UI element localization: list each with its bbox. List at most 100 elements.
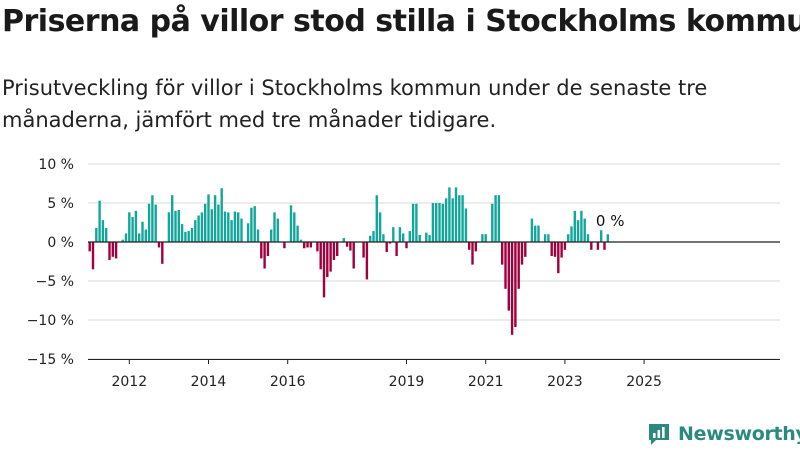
bar xyxy=(190,227,194,242)
bar xyxy=(378,212,382,242)
bar xyxy=(114,242,118,259)
bar xyxy=(134,210,138,242)
bar xyxy=(444,198,448,242)
bar xyxy=(600,230,603,242)
bar xyxy=(461,195,464,242)
bar xyxy=(388,242,392,244)
bar xyxy=(372,231,375,242)
bar xyxy=(342,238,345,242)
bar xyxy=(550,242,553,257)
y-tick-label: 0 % xyxy=(47,235,74,251)
bar xyxy=(98,200,101,242)
bar xyxy=(428,234,431,242)
bar xyxy=(223,211,227,242)
bar xyxy=(217,204,220,242)
y-tick-label: −15 % xyxy=(27,352,74,368)
bar xyxy=(448,187,451,242)
bar xyxy=(567,234,570,242)
axes xyxy=(88,241,780,364)
bar xyxy=(322,242,326,298)
bar xyxy=(520,242,524,265)
x-tick-label: 2025 xyxy=(626,374,662,390)
bar xyxy=(491,203,494,242)
x-tick-label: 2019 xyxy=(389,374,425,390)
bar xyxy=(309,242,312,248)
x-tick-label: 2012 xyxy=(111,374,147,390)
bar xyxy=(131,217,134,242)
bar xyxy=(177,210,180,242)
bar xyxy=(283,242,286,249)
bar xyxy=(246,223,250,242)
bar xyxy=(95,227,98,242)
bar xyxy=(276,218,279,242)
bar xyxy=(362,242,365,258)
bar xyxy=(250,207,253,242)
bar xyxy=(299,239,303,242)
bar xyxy=(411,203,415,242)
brand-name: Newsworthy xyxy=(678,423,800,445)
bar xyxy=(161,242,164,264)
bar xyxy=(392,227,395,242)
x-tick-label: 2023 xyxy=(547,374,583,390)
bar xyxy=(510,242,514,335)
bar xyxy=(494,195,497,242)
bar xyxy=(580,210,583,242)
bar xyxy=(415,203,418,242)
x-tick-label: 2021 xyxy=(468,374,504,390)
bar xyxy=(200,212,204,242)
bar xyxy=(91,242,95,270)
bar xyxy=(296,225,299,242)
bar xyxy=(454,187,458,242)
bar xyxy=(220,188,223,242)
bar xyxy=(425,232,428,242)
x-tick-label: 2016 xyxy=(270,374,306,390)
bar xyxy=(534,225,537,242)
bar xyxy=(570,226,573,242)
bar xyxy=(481,234,484,242)
bar xyxy=(471,242,474,265)
bar xyxy=(573,210,576,242)
bar xyxy=(375,195,378,242)
bar xyxy=(402,233,405,242)
y-tick-label: 10 % xyxy=(38,157,74,173)
bar xyxy=(586,234,590,242)
bar xyxy=(514,242,517,328)
chart-subtitle: Prisutveckling för villor i Stockholms k… xyxy=(2,76,708,132)
bar xyxy=(105,227,108,242)
bar xyxy=(398,227,402,242)
bar xyxy=(468,242,471,250)
bar xyxy=(524,242,527,257)
bar xyxy=(441,203,444,242)
bar xyxy=(197,215,200,242)
bar xyxy=(451,198,454,242)
bar xyxy=(405,242,408,249)
bar xyxy=(382,234,385,242)
bar xyxy=(101,220,105,242)
bar xyxy=(266,242,270,257)
bar xyxy=(108,242,111,260)
bar-chart: 10 % 5 % 0 % −5 % −10 % −15 % 2012 2014 2016 2019… xyxy=(27,157,780,390)
bar xyxy=(537,225,540,242)
bar xyxy=(504,242,507,289)
bar xyxy=(273,212,276,242)
bar xyxy=(365,242,369,280)
bar xyxy=(187,231,190,242)
bar xyxy=(408,231,411,242)
bar xyxy=(517,242,520,289)
bar xyxy=(213,195,217,242)
bar xyxy=(369,235,372,242)
bar xyxy=(194,220,197,242)
bar xyxy=(233,211,237,242)
bar xyxy=(230,220,233,242)
bar xyxy=(474,242,477,252)
bar xyxy=(431,203,435,242)
bar xyxy=(184,231,187,242)
tick-labels: 10 % 5 % 0 % −5 % −10 % −15 % 2012 2014 2016 2019… xyxy=(27,157,662,390)
bar xyxy=(329,242,332,272)
bar xyxy=(210,209,213,242)
bar xyxy=(464,208,468,242)
brand-logo: Newsworthy xyxy=(646,420,800,448)
bar xyxy=(385,242,388,253)
bar xyxy=(553,242,557,257)
bar xyxy=(141,221,144,242)
